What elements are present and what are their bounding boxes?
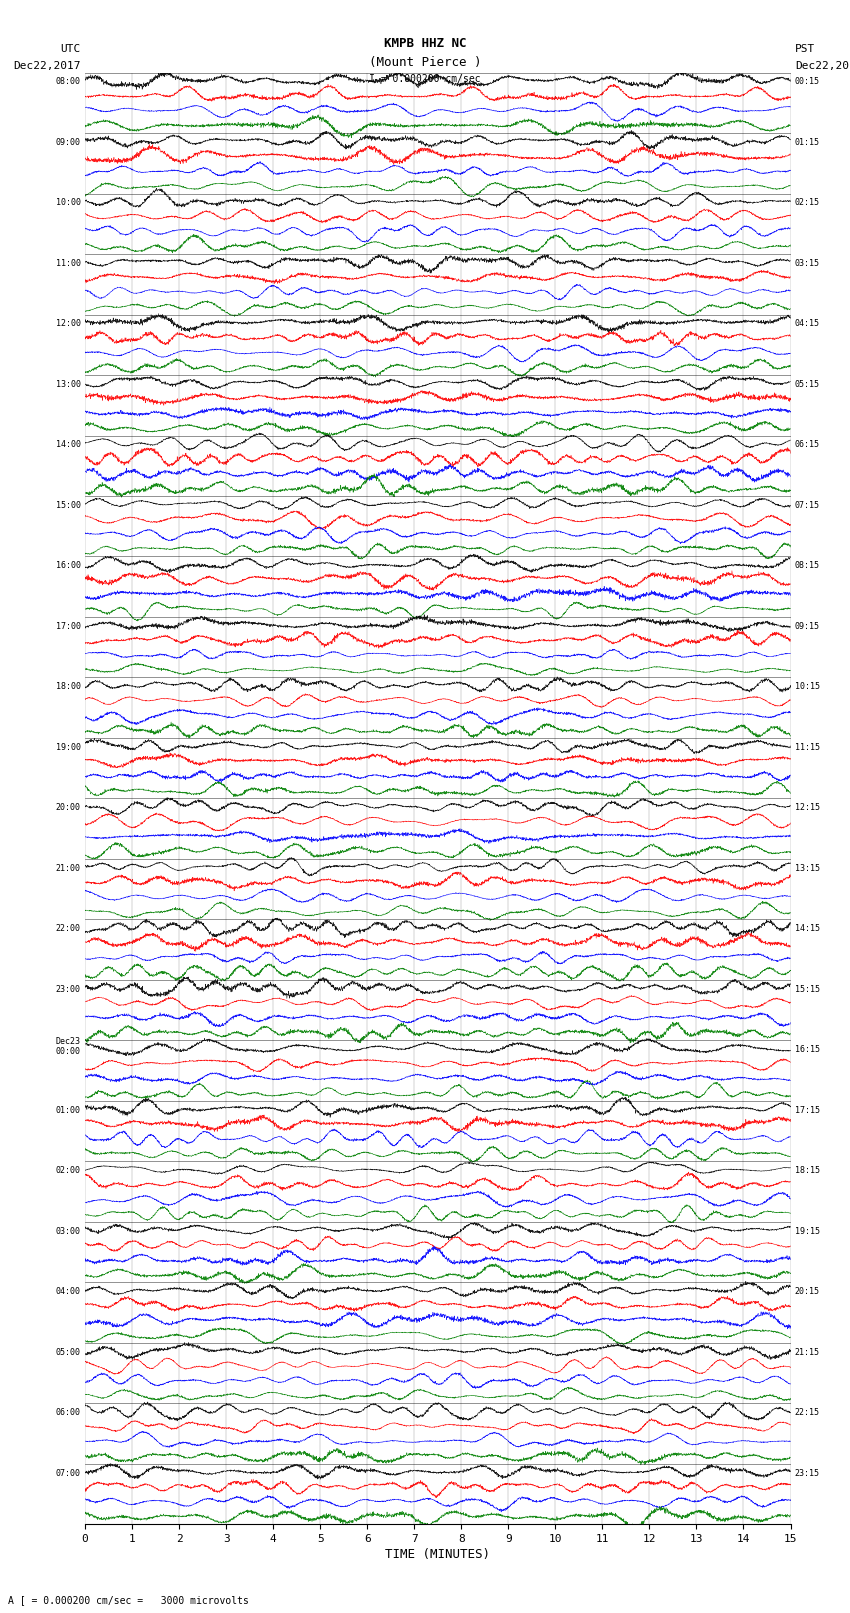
Text: 04:00: 04:00 — [56, 1287, 81, 1297]
Text: 19:00: 19:00 — [56, 742, 81, 752]
Text: 16:15: 16:15 — [795, 1045, 819, 1055]
Text: Dec22,2017: Dec22,2017 — [795, 61, 850, 71]
Text: 02:00: 02:00 — [56, 1166, 81, 1176]
Text: 03:00: 03:00 — [56, 1227, 81, 1236]
Text: 18:00: 18:00 — [56, 682, 81, 692]
Text: 14:15: 14:15 — [795, 924, 819, 934]
Text: 20:15: 20:15 — [795, 1287, 819, 1297]
Text: 18:15: 18:15 — [795, 1166, 819, 1176]
Text: (Mount Pierce ): (Mount Pierce ) — [369, 56, 481, 69]
Text: 22:15: 22:15 — [795, 1408, 819, 1418]
Text: 08:15: 08:15 — [795, 561, 819, 571]
Text: 16:00: 16:00 — [56, 561, 81, 571]
Text: 17:15: 17:15 — [795, 1107, 819, 1115]
Text: KMPB HHZ NC: KMPB HHZ NC — [383, 37, 467, 50]
Text: 23:00: 23:00 — [56, 984, 81, 994]
Text: 09:15: 09:15 — [795, 621, 819, 631]
Text: 11:15: 11:15 — [795, 742, 819, 752]
Text: 11:00: 11:00 — [56, 260, 81, 268]
Text: 05:15: 05:15 — [795, 381, 819, 389]
X-axis label: TIME (MINUTES): TIME (MINUTES) — [385, 1548, 490, 1561]
Text: 20:00: 20:00 — [56, 803, 81, 813]
Text: 00:00: 00:00 — [56, 1047, 81, 1057]
Text: 23:15: 23:15 — [795, 1468, 819, 1478]
Text: 17:00: 17:00 — [56, 621, 81, 631]
Text: 13:00: 13:00 — [56, 381, 81, 389]
Text: Dec22,2017: Dec22,2017 — [14, 61, 81, 71]
Text: 05:00: 05:00 — [56, 1348, 81, 1357]
Text: 12:00: 12:00 — [56, 319, 81, 329]
Text: 07:15: 07:15 — [795, 500, 819, 510]
Text: 22:00: 22:00 — [56, 924, 81, 934]
Text: 21:00: 21:00 — [56, 865, 81, 873]
Text: 08:00: 08:00 — [56, 77, 81, 87]
Text: 00:15: 00:15 — [795, 77, 819, 87]
Text: 10:15: 10:15 — [795, 682, 819, 692]
Text: 01:15: 01:15 — [795, 139, 819, 147]
Text: UTC: UTC — [60, 44, 81, 53]
Text: 15:00: 15:00 — [56, 500, 81, 510]
Text: 04:15: 04:15 — [795, 319, 819, 329]
Text: 13:15: 13:15 — [795, 865, 819, 873]
Text: 01:00: 01:00 — [56, 1107, 81, 1115]
Text: 06:00: 06:00 — [56, 1408, 81, 1418]
Text: 02:15: 02:15 — [795, 198, 819, 208]
Text: PST: PST — [795, 44, 815, 53]
Text: 21:15: 21:15 — [795, 1348, 819, 1357]
Text: 10:00: 10:00 — [56, 198, 81, 208]
Text: Dec23: Dec23 — [56, 1037, 81, 1047]
Text: 19:15: 19:15 — [795, 1227, 819, 1236]
Text: 03:15: 03:15 — [795, 260, 819, 268]
Text: A [ = 0.000200 cm/sec =   3000 microvolts: A [ = 0.000200 cm/sec = 3000 microvolts — [8, 1595, 249, 1605]
Text: I = 0.000200 cm/sec: I = 0.000200 cm/sec — [369, 74, 481, 84]
Text: 07:00: 07:00 — [56, 1468, 81, 1478]
Text: 12:15: 12:15 — [795, 803, 819, 813]
Text: 14:00: 14:00 — [56, 440, 81, 450]
Text: 09:00: 09:00 — [56, 139, 81, 147]
Text: 15:15: 15:15 — [795, 984, 819, 994]
Text: 06:15: 06:15 — [795, 440, 819, 450]
